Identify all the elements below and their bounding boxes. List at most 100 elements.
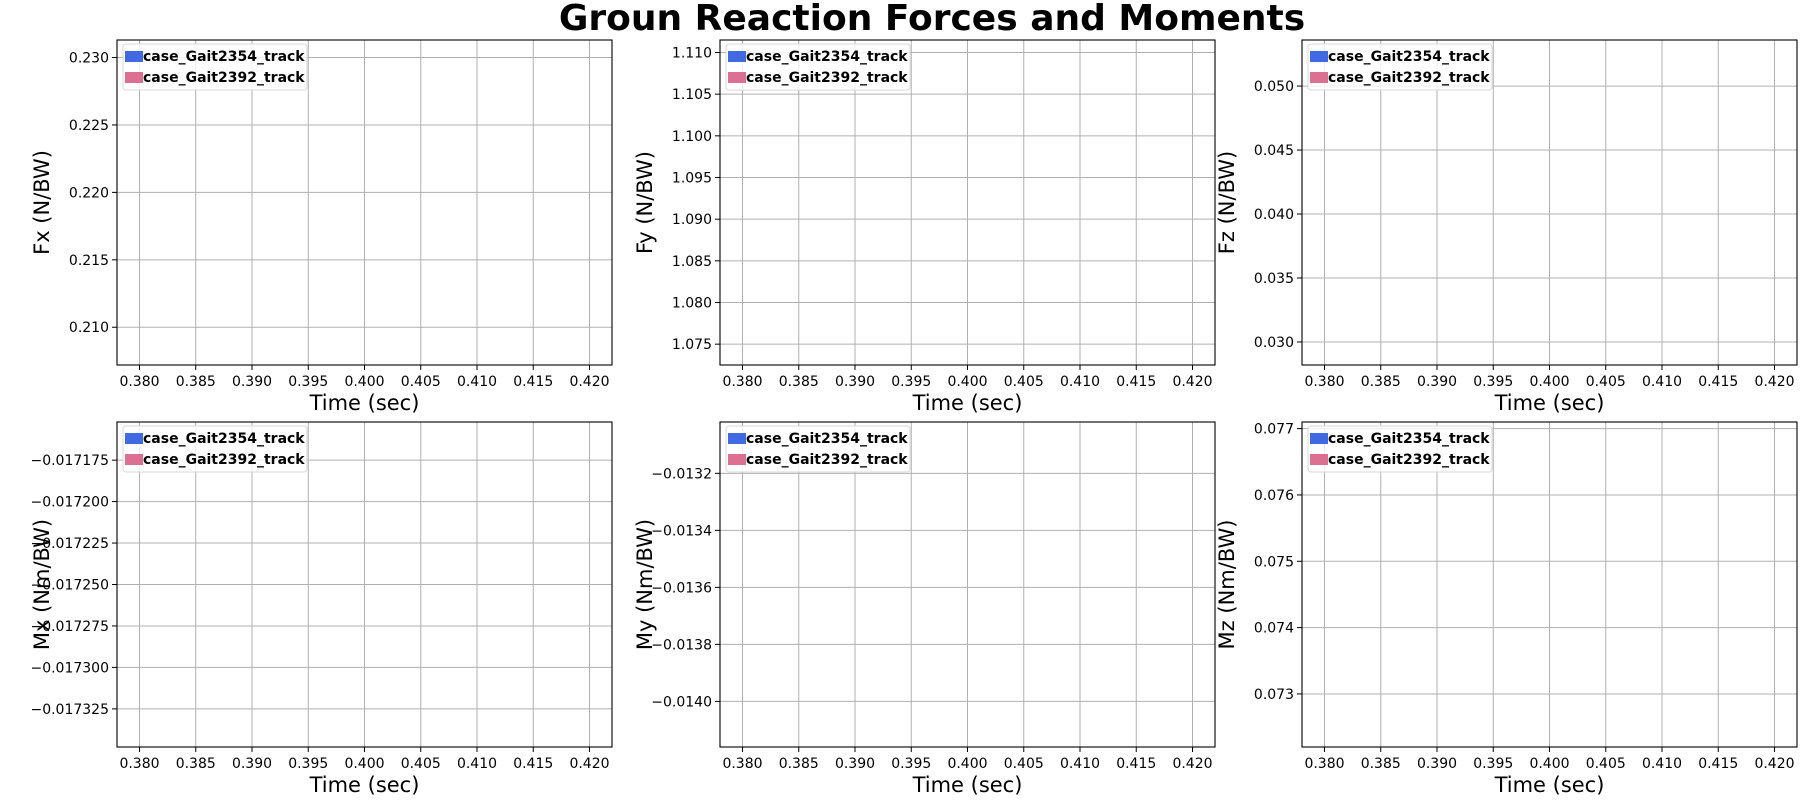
x-tick-label: 0.420 xyxy=(1172,374,1212,390)
x-tick-label: 0.420 xyxy=(1754,756,1794,772)
figure-title: Groun Reaction Forces and Moments xyxy=(559,0,1305,39)
subplot-4: 0.380 0.385 0.390 0.395 0.400 0.405 0.410 0.415… xyxy=(30,421,613,797)
legend-swatch xyxy=(728,454,746,465)
y-tick-label: −0.0138 xyxy=(651,637,712,653)
legend-box xyxy=(725,425,911,473)
x-tick-label: 0.395 xyxy=(891,756,931,772)
y-axis-label: Fz (N/BW) xyxy=(1215,151,1239,254)
y-tick-label: 0.225 xyxy=(69,118,109,134)
x-tick-label: 0.390 xyxy=(835,756,875,772)
y-tick-label: 1.110 xyxy=(672,46,712,62)
y-tick-label: 1.090 xyxy=(672,212,712,228)
legend-swatch xyxy=(728,51,746,62)
legend-swatch xyxy=(1310,433,1328,444)
legend-entry-label: case_Gait2392_track xyxy=(1328,452,1490,468)
y-tick-label: 0.076 xyxy=(1254,488,1294,504)
y-tick-label: −0.017300 xyxy=(30,660,109,676)
axes-frame xyxy=(719,39,1216,366)
legend-box xyxy=(122,425,308,473)
legend-swatch xyxy=(125,72,143,83)
legend: case_Gait2354_track case_Gait2392_track xyxy=(1307,43,1493,91)
x-tick-label: 0.380 xyxy=(1304,756,1344,772)
y-tick-label: 0.040 xyxy=(1254,207,1294,223)
x-axis-label: Time (sec) xyxy=(1494,391,1605,415)
x-tick-label: 0.405 xyxy=(1004,374,1044,390)
x-tick-label: 0.410 xyxy=(1642,756,1682,772)
x-tick-label: 0.395 xyxy=(288,374,328,390)
x-tick-label: 0.385 xyxy=(176,756,216,772)
y-tick-label: −0.0134 xyxy=(651,523,712,539)
x-axis-label: Time (sec) xyxy=(912,391,1023,415)
y-tick-label: −0.0140 xyxy=(651,694,712,710)
y-tick-label: 0.210 xyxy=(69,320,109,336)
legend-swatch xyxy=(125,454,143,465)
x-tick-label: 0.420 xyxy=(1754,374,1794,390)
x-tick-label: 0.380 xyxy=(119,756,159,772)
x-tick-label: 0.410 xyxy=(1060,374,1100,390)
legend: case_Gait2354_track case_Gait2392_track xyxy=(1307,425,1493,473)
x-tick-label: 0.405 xyxy=(401,756,441,772)
y-tick-label: 0.077 xyxy=(1254,422,1294,438)
y-axis-label: Mz (Nm/BW) xyxy=(1215,520,1239,650)
x-tick-label: 0.390 xyxy=(1417,374,1457,390)
subplot-3: 0.380 0.385 0.390 0.395 0.400 0.405 0.410 0.415… xyxy=(1215,39,1798,415)
legend-entry-label: case_Gait2392_track xyxy=(746,70,908,86)
axes-frame xyxy=(116,39,613,366)
y-tick-label: 1.105 xyxy=(672,87,712,103)
y-axis-label: My (Nm/BW) xyxy=(633,519,657,650)
y-tick-label: 0.074 xyxy=(1254,621,1294,637)
legend-swatch xyxy=(1310,51,1328,62)
y-tick-label: 1.095 xyxy=(672,171,712,187)
x-tick-label: 0.415 xyxy=(1698,756,1738,772)
subplot-6: 0.380 0.385 0.390 0.395 0.400 0.405 0.410 0.415… xyxy=(1215,421,1798,797)
legend-entry-label: case_Gait2354_track xyxy=(143,431,305,447)
legend-entry-label: case_Gait2392_track xyxy=(1328,70,1490,86)
x-tick-label: 0.405 xyxy=(1004,756,1044,772)
subplot-2: 0.380 0.385 0.390 0.395 0.400 0.405 0.410 0.415… xyxy=(633,39,1216,415)
x-tick-label: 0.415 xyxy=(513,756,553,772)
x-tick-label: 0.385 xyxy=(779,374,819,390)
x-tick-label: 0.420 xyxy=(1172,756,1212,772)
x-tick-label: 0.380 xyxy=(119,374,159,390)
x-tick-label: 0.415 xyxy=(1116,374,1156,390)
subplot-1: 0.380 0.385 0.390 0.395 0.400 0.405 0.410 0.415… xyxy=(30,39,613,415)
axes-frame xyxy=(1301,39,1798,366)
x-tick-label: 0.415 xyxy=(513,374,553,390)
y-tick-label: −0.017175 xyxy=(30,453,109,469)
y-axis-label: Fy (N/BW) xyxy=(633,151,657,254)
axes-frame xyxy=(719,421,1216,748)
x-tick-label: 0.395 xyxy=(891,374,931,390)
x-axis-label: Time (sec) xyxy=(912,773,1023,797)
legend-swatch xyxy=(728,72,746,83)
x-tick-label: 0.390 xyxy=(835,374,875,390)
y-tick-label: 0.035 xyxy=(1254,271,1294,287)
x-tick-label: 0.385 xyxy=(1361,374,1401,390)
legend: case_Gait2354_track case_Gait2392_track xyxy=(122,425,308,473)
axes-frame xyxy=(1301,421,1798,748)
x-tick-label: 0.410 xyxy=(457,756,497,772)
x-tick-label: 0.405 xyxy=(1586,374,1626,390)
legend: case_Gait2354_track case_Gait2392_track xyxy=(725,43,911,91)
y-tick-label: 0.075 xyxy=(1254,554,1294,570)
x-tick-label: 0.420 xyxy=(569,756,609,772)
legend-swatch xyxy=(1310,454,1328,465)
legend-entry-label: case_Gait2392_track xyxy=(746,452,908,468)
x-axis-label: Time (sec) xyxy=(309,773,420,797)
subplot-5: 0.380 0.385 0.390 0.395 0.400 0.405 0.410 0.415… xyxy=(633,421,1216,797)
legend: case_Gait2354_track case_Gait2392_track xyxy=(725,425,911,473)
y-tick-label: −0.017225 xyxy=(30,536,109,552)
y-tick-label: 0.030 xyxy=(1254,335,1294,351)
x-tick-label: 0.395 xyxy=(1473,756,1513,772)
y-tick-label: −0.017325 xyxy=(30,702,109,718)
x-tick-label: 0.400 xyxy=(947,756,987,772)
x-tick-label: 0.415 xyxy=(1116,756,1156,772)
x-tick-label: 0.400 xyxy=(947,374,987,390)
legend-entry-label: case_Gait2354_track xyxy=(746,49,908,65)
y-tick-label: −0.017250 xyxy=(30,578,109,594)
y-tick-label: 1.085 xyxy=(672,254,712,270)
subplot-grid: 0.380 0.385 0.390 0.395 0.400 0.405 0.410 0.415… xyxy=(30,39,1798,797)
legend-entry-label: case_Gait2354_track xyxy=(1328,431,1490,447)
legend-swatch xyxy=(728,433,746,444)
x-tick-label: 0.420 xyxy=(569,374,609,390)
